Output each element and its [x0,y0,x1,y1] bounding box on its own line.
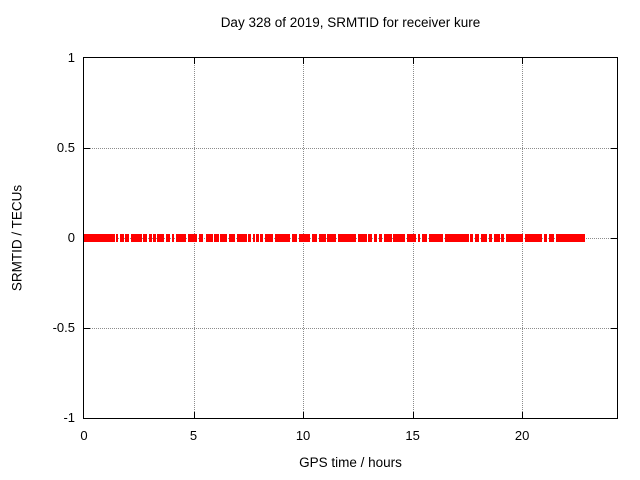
x-tick-label: 15 [405,428,420,443]
x-tick-bottom [193,412,195,418]
data-point-segment [260,234,264,242]
data-point-segment [383,234,392,242]
data-point-segment [422,234,427,242]
data-point-segment [367,234,372,242]
data-point-segment [378,234,382,242]
x-tick-label: 10 [295,428,311,443]
data-point-segment [299,234,311,242]
data-point-segment [312,234,318,242]
data-point-segment [428,234,444,242]
data-point-segment [319,234,327,242]
data-point-segment [205,234,214,242]
data-point-segment [417,234,421,242]
y-tick-label: 1 [67,50,75,65]
data-point-segment [470,234,474,242]
data-point-segment [156,234,164,242]
data-point-segment [501,234,505,242]
data-point-segment [489,234,493,242]
x-tick-bottom [412,412,414,418]
data-point-segment [337,234,356,242]
data-point-segment [84,234,115,242]
data-point-segment [188,234,198,242]
data-point-segment [525,234,543,242]
data-point-segment [506,234,524,242]
y-tick-right [611,148,617,149]
y-tick-left [84,328,90,329]
data-point-segment [445,234,458,242]
data-point-segment [248,234,252,242]
data-point-segment [198,234,204,242]
data-point-segment [326,234,336,242]
data-point-segment [220,234,228,242]
x-tick-label: 5 [189,428,198,443]
data-point-segment [124,234,129,242]
y-tick-label: -0.5 [52,320,75,335]
data-point-segment [458,234,470,242]
data-point-segment [142,234,147,242]
x-tick-top [303,58,305,64]
x-tick-bottom [303,412,305,418]
data-point-segment [392,234,405,242]
y-tick-label: -1 [63,410,75,425]
y-tick-right [611,238,617,239]
data-point-segment [253,234,256,242]
data-point-segment [494,234,501,242]
data-point-segment [175,234,186,242]
data-point-segment [475,234,480,242]
x-tick-bottom [522,412,524,418]
y-gridline [84,148,617,149]
data-point-segment [373,234,377,242]
x-tick-top [522,58,524,64]
data-point-segment [229,234,236,242]
data-point-segment [119,234,124,242]
data-point-segment [292,234,298,242]
data-point-segment [237,234,248,242]
data-point-segment [556,234,585,242]
data-point-segment [152,234,156,242]
x-axis-label: GPS time / hours [299,455,402,470]
data-point-segment [148,234,152,242]
data-point-segment [171,234,174,242]
data-point-segment [357,234,367,242]
chart-title: Day 328 of 2019, SRMTID for receiver kur… [220,15,481,30]
y-tick-label: 0 [67,230,75,245]
y-tick-label: 0.5 [56,140,75,155]
data-point-segment [549,234,554,242]
x-tick-label: 0 [80,428,88,443]
y-gridline [84,328,617,329]
y-tick-right [611,328,617,329]
x-tick-label: 20 [514,428,530,443]
x-tick-top [412,58,414,64]
data-point-segment [256,234,260,242]
data-point-segment [406,234,416,242]
data-point-segment [130,234,142,242]
data-point-segment [544,234,548,242]
data-point-segment [265,234,274,242]
data-point-segment [275,234,291,242]
data-point-segment [214,234,219,242]
data-point-segment [165,234,170,242]
y-tick-left [84,148,90,149]
data-point-segment [481,234,488,242]
x-tick-top [193,58,195,64]
data-point-segment [115,234,118,242]
